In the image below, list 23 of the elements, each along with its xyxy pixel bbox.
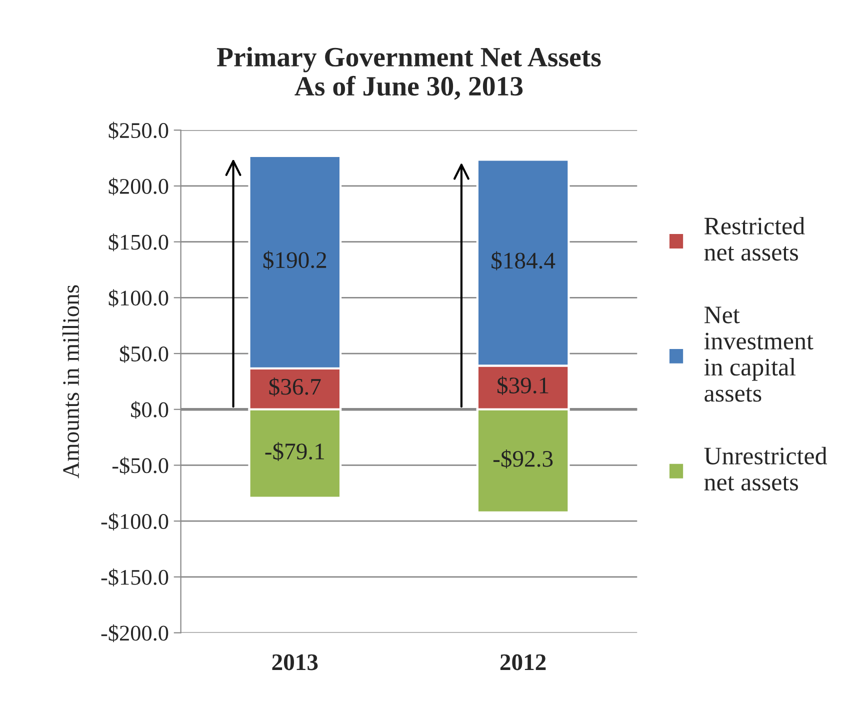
chart-title: Primary Government Net Assets As of June 30, 2013	[216, 47, 601, 100]
x-tick-label: 2012	[500, 654, 546, 670]
y-tick-label: $0.0	[131, 400, 168, 419]
y-tick-label: -$100.0	[101, 512, 168, 530]
data-label: $39.1	[498, 376, 548, 396]
data-label: $184.4	[492, 251, 556, 270]
data-label: -$79.1	[265, 442, 324, 462]
y-tick-label: $200.0	[108, 178, 168, 196]
x-tick-label: 2013	[272, 654, 318, 670]
y-axis-title: Amounts in millions	[62, 285, 80, 478]
data-label: $36.7	[269, 377, 321, 396]
data-label: $190.2	[263, 250, 326, 270]
legend-label: Unrestricted net assets	[704, 446, 828, 491]
y-tick-label: -$150.0	[101, 568, 168, 586]
y-tick-label: $250.0	[108, 122, 168, 140]
legend-label: Restricted net assets	[704, 216, 805, 261]
y-tick-label: $50.0	[120, 345, 168, 363]
legend-label: Net investment in capital assets	[704, 306, 814, 402]
y-tick-label: $150.0	[108, 233, 168, 252]
data-label: -$92.3	[493, 450, 553, 468]
y-tick-label: $100.0	[108, 289, 168, 308]
y-tick-label: -$50.0	[112, 456, 168, 475]
y-tick-label: -$200.0	[101, 624, 168, 642]
